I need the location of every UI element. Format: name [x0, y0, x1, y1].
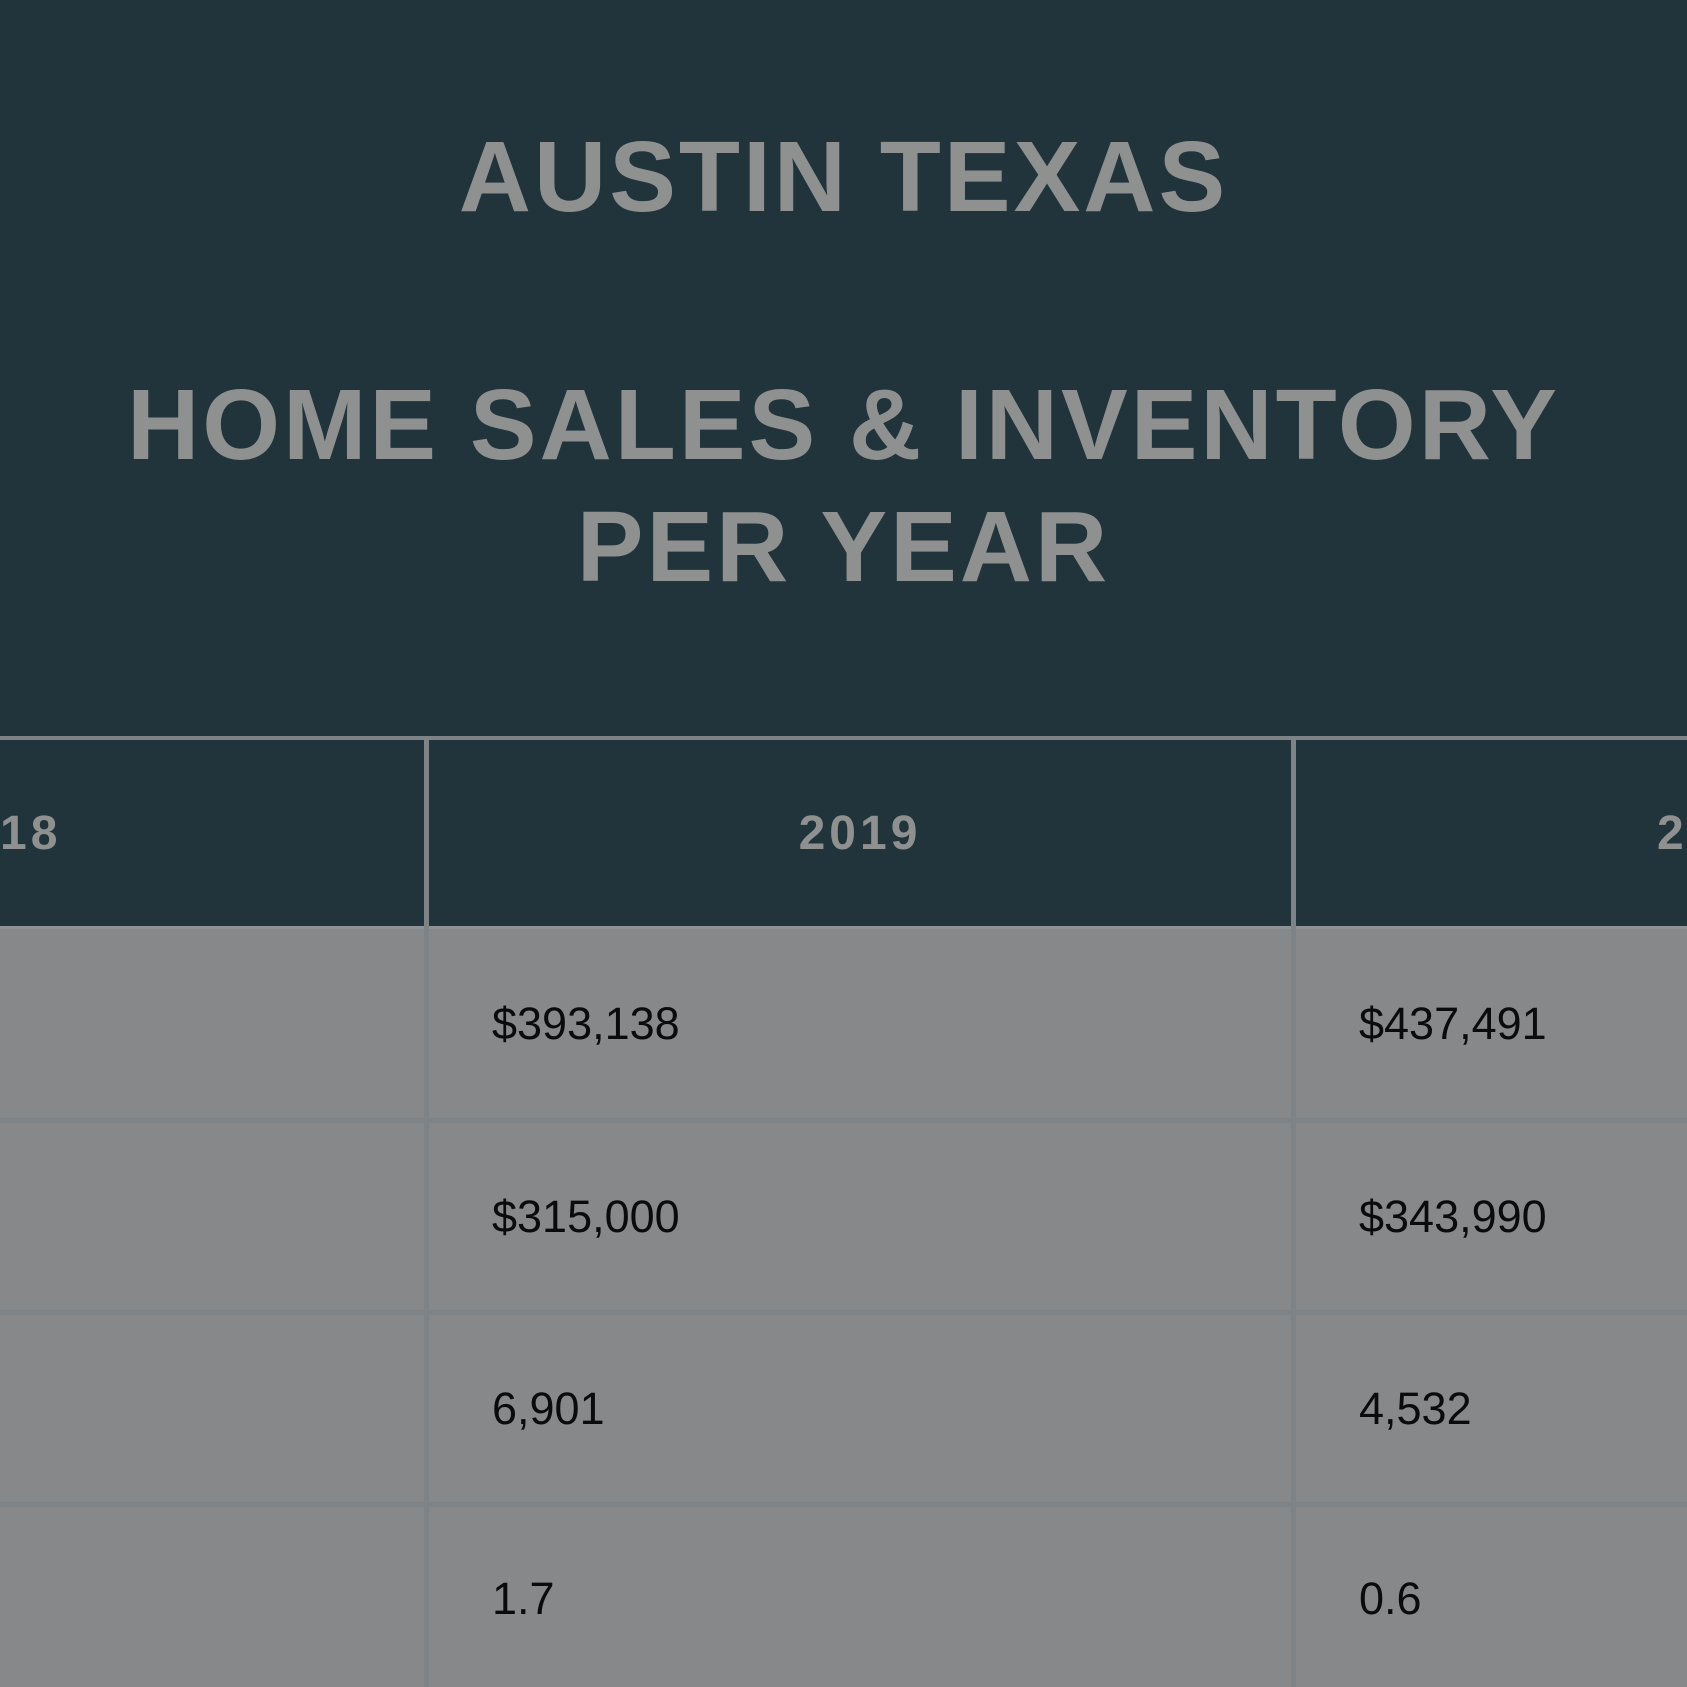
- table-top-border: [0, 736, 1687, 740]
- table-cell-2019: $393,138: [492, 997, 680, 1049]
- title-main: HOME SALES & INVENTORY: [127, 369, 1560, 481]
- header-cell-2019: 2019: [429, 740, 1291, 926]
- header-cell-2020: 2: [1296, 740, 1687, 926]
- header-label-2019: 2019: [798, 806, 922, 860]
- title-sub: PER YEAR: [576, 491, 1111, 603]
- title-city: AUSTIN TEXAS: [458, 121, 1229, 233]
- table-cell-2020: $437,491: [1359, 997, 1547, 1049]
- title-banner: AUSTIN TEXAS HOME SALES & INVENTORY PER …: [0, 0, 1687, 737]
- header-label-2020: 2: [1657, 806, 1687, 860]
- table-cell-2020: 0.6: [1359, 1573, 1422, 1624]
- header-cell-2018: 18: [0, 740, 424, 926]
- row-divider: [0, 1310, 1687, 1315]
- row-divider: [0, 1502, 1687, 1507]
- table-cell-2019: $315,000: [492, 1190, 680, 1242]
- column-divider: [1291, 736, 1296, 1687]
- header-bottom-border: [0, 926, 1687, 929]
- table-cell-2020: $343,990: [1359, 1190, 1547, 1242]
- header-label-2018: 18: [0, 806, 62, 860]
- column-divider: [424, 736, 429, 1687]
- table-body: [0, 928, 1687, 1687]
- table-cell-2020: 4,532: [1359, 1382, 1472, 1434]
- row-divider: [0, 1118, 1687, 1123]
- table-cell-2019: 1.7: [492, 1573, 555, 1624]
- table-cell-2019: 6,901: [492, 1382, 605, 1434]
